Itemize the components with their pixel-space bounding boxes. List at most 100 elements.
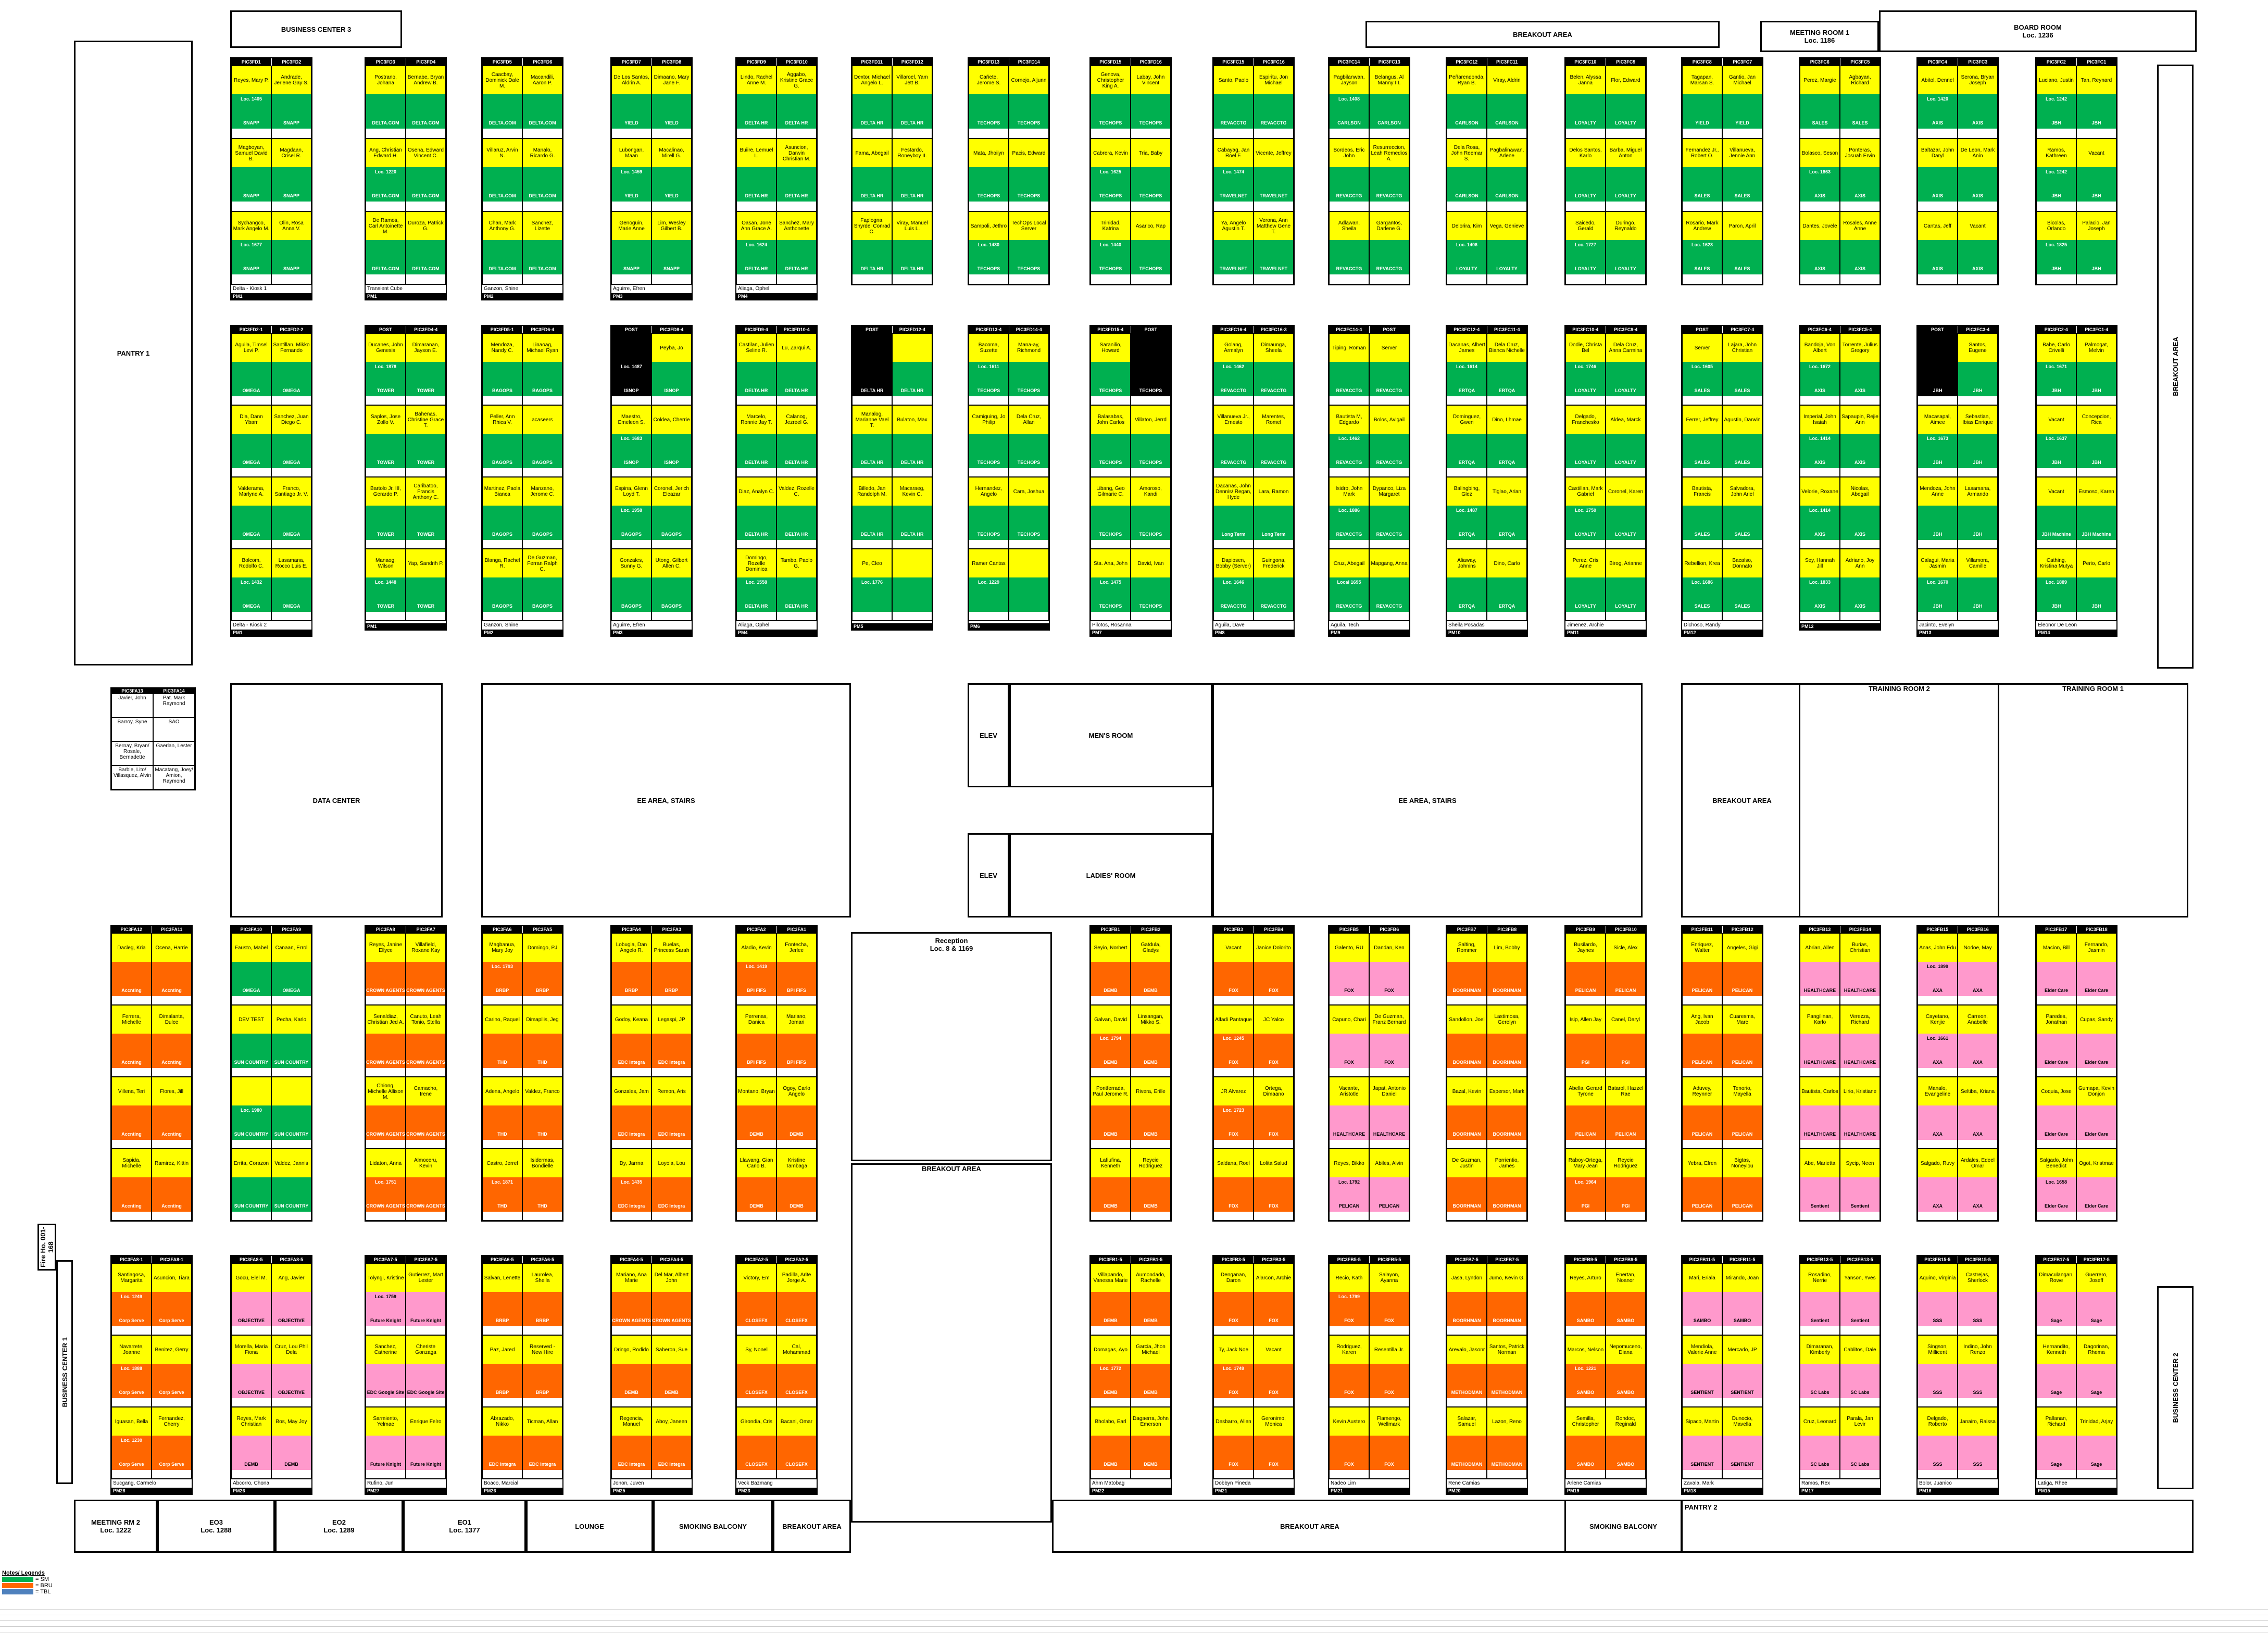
desk-cell[interactable]: Manzano, Jerome C. BAGOPS xyxy=(522,477,562,549)
desk-cell[interactable]: Saberon, Sue DEMB xyxy=(651,1335,692,1407)
desk-cell[interactable]: Tiping, Roman REVACCTG xyxy=(1329,333,1369,405)
desk-cell[interactable]: Server REVACCTG xyxy=(1369,333,1409,405)
desk-cell[interactable]: Morella, Maria Fiona OBJECTIVE xyxy=(231,1335,271,1407)
desk-cell[interactable]: Reserved - New Hire BRBP xyxy=(522,1335,562,1407)
desk-cell[interactable]: Gargantos, Darlene G. REVACCTG xyxy=(1369,211,1409,284)
desk-cell[interactable]: Agustin, Darwin SALES xyxy=(1722,405,1762,477)
desk-cell[interactable]: JBH xyxy=(1918,333,1958,405)
desk-cell[interactable]: Vacant Loc. 1637 JBH xyxy=(2036,405,2076,477)
desk-cell[interactable]: Amoroso, Kandi TECHOPS xyxy=(1131,477,1171,549)
desk-cell[interactable]: Perez, Margie SALES xyxy=(1800,66,1840,139)
desk-cell[interactable]: TechOps Local Server TECHOPS xyxy=(1009,211,1049,284)
desk-cell[interactable]: Yap, Sandrih P. TOWER xyxy=(406,549,446,621)
desk-cell[interactable]: Adlawan, Sheila REVACCTG xyxy=(1329,211,1369,284)
desk-cell[interactable]: Fama, Abegail DELTA HR xyxy=(852,139,892,211)
desk-cell[interactable]: Yebra, Efren PELICAN xyxy=(1682,1149,1722,1221)
desk-cell[interactable]: Sicle, Alex PELICAN xyxy=(1606,933,1646,1005)
desk-cell[interactable]: Reyes, Arturo SAMBO xyxy=(1565,1263,1606,1335)
desk-cell[interactable]: Viray, Aldrin CARLSON xyxy=(1487,66,1527,139)
desk-cell[interactable]: Loyola, Lou EDC Integra xyxy=(651,1149,692,1221)
desk-cell[interactable]: Villanueva, Jennie Ann SALES xyxy=(1722,139,1762,211)
desk-cell[interactable]: Dandan, Ken FOX xyxy=(1369,933,1409,1005)
desk-cell[interactable]: Salgado, John Benedict Loc. 1658 Elder Car… xyxy=(2036,1149,2076,1221)
desk-cell[interactable]: Kristine Tambaga DEMB xyxy=(776,1149,817,1221)
desk-cell[interactable]: Guingona, Frederick REVACCTG xyxy=(1254,549,1294,621)
desk-cell[interactable]: Singson, Millicent SSS xyxy=(1918,1335,1958,1407)
desk-cell[interactable]: Arevalo, Jasonr METHODMAN xyxy=(1447,1335,1487,1407)
desk-cell[interactable]: Espiritu, Jon Michael REVACCTG xyxy=(1254,66,1294,139)
desk-cell[interactable]: Guerrero, Joseff Sage xyxy=(2076,1263,2116,1335)
desk-cell[interactable]: Lazon, Reno METHODMAN xyxy=(1487,1407,1527,1479)
desk-cell[interactable]: Sanchez, Catherine EDC Google Site xyxy=(366,1335,406,1407)
desk-cell[interactable]: Cabrera, Kevin Loc. 1625 TECHOPS xyxy=(1091,139,1131,211)
desk-cell[interactable]: Torrente, Julius Gregory AXIS xyxy=(1840,333,1880,405)
desk-cell[interactable]: Valderama, Marlyne A. OMEGA xyxy=(231,477,271,549)
desk-cell[interactable]: Resentilla Jr. FOX xyxy=(1369,1335,1409,1407)
desk-cell[interactable]: Reycie Rodriguez PGI xyxy=(1606,1149,1646,1221)
desk-cell[interactable]: Bordeos, Eric John REVACCTG xyxy=(1329,139,1369,211)
desk-cell[interactable]: Calagui, Maria Jasmin Loc. 1670 JBH xyxy=(1918,549,1958,621)
desk-cell[interactable]: Utong, Gilbert Allen C. BAGOPS xyxy=(651,549,692,621)
desk-cell[interactable]: Verezza, Richard HEALTHCARE xyxy=(1840,1005,1880,1077)
desk-cell[interactable]: Valdez, Franco THD xyxy=(522,1077,562,1149)
desk-cell[interactable]: Delos Santos, Karlo LOYALTY xyxy=(1565,139,1606,211)
desk-cell[interactable]: Ardales, Edeel Omar AXA xyxy=(1958,1149,1998,1221)
desk-cell[interactable]: Enriquez, Walter PELICAN xyxy=(1682,933,1722,1005)
desk-cell[interactable]: Imperial, John Isaiah Loc. 1414 AXIS xyxy=(1800,405,1840,477)
desk-cell[interactable]: Dodie, Christa Bel Loc. 1746 LOYALTY xyxy=(1565,333,1606,405)
desk-cell[interactable]: Cuaresma, Marc PELICAN xyxy=(1722,1005,1762,1077)
desk-cell[interactable]: Burias, Christian HEALTHCARE xyxy=(1840,933,1880,1005)
desk-cell[interactable]: David, Ivan TECHOPS xyxy=(1131,549,1171,621)
desk-cell[interactable]: Bandoja, Von Albert Loc. 1672 AXIS xyxy=(1800,333,1840,405)
desk-cell[interactable]: Paz, Jared BRBP xyxy=(482,1335,522,1407)
desk-cell[interactable]: Calanog, Jezreel G. DELTA HR xyxy=(776,405,817,477)
desk-cell[interactable] xyxy=(1009,549,1049,621)
desk-cell[interactable]: Cablitos, Dale SC Labs xyxy=(1840,1335,1880,1407)
desk-cell[interactable]: Cara, Joshua TECHOPS xyxy=(1009,477,1049,549)
desk-cell[interactable]: Billedo, Jan Randolph M. DELTA HR xyxy=(852,477,892,549)
desk-cell[interactable]: Bicolas, Orlando Loc. 1825 JBH xyxy=(2036,211,2076,284)
desk-cell[interactable]: Aliaway, Johnins ERTQA xyxy=(1447,549,1487,621)
desk-cell[interactable]: Asuncion, Darwin Christian M. DELTA HR xyxy=(776,139,817,211)
desk-cell[interactable]: Navarrete, Joanne Loc. 1888 Corp Serve xyxy=(111,1335,152,1407)
desk-cell[interactable]: Libang, Geo Gilmarie C. TECHOPS xyxy=(1091,477,1131,549)
desk-cell[interactable]: Indino, John Renzo SSS xyxy=(1958,1335,1998,1407)
desk-cell[interactable]: Rebellion, Krea Loc. 1686 SALES xyxy=(1682,549,1722,621)
desk-cell[interactable]: Sycip, Neen Sentient xyxy=(1840,1149,1880,1221)
desk-cell[interactable]: Isidro, John Mark Loc. 1886 REVACCTG xyxy=(1329,477,1369,549)
desk-cell[interactable]: Cathing, Kristina Mutya Loc. 1889 JBH xyxy=(2036,549,2076,621)
desk-cell[interactable]: Ponteras, Josuah Ervin AXIS xyxy=(1840,139,1880,211)
desk-cell[interactable]: Salazar, Samuel METHODMAN xyxy=(1447,1407,1487,1479)
desk-cell[interactable]: Mendoza, John Anne JBH xyxy=(1918,477,1958,549)
desk-cell[interactable]: Salvadora, John Ariel SALES xyxy=(1722,477,1762,549)
desk-cell[interactable]: Ticman, Allan EDC Integra xyxy=(522,1407,562,1479)
desk-cell[interactable]: Sarmiento, Yelmae Future Knight xyxy=(366,1407,406,1479)
desk-cell[interactable]: Magboyan, Samuel David B. SNAPP xyxy=(231,139,271,211)
desk-cell[interactable]: Janairo, Raissa SSS xyxy=(1958,1407,1998,1479)
desk-cell[interactable]: Tambo, Paolo G. DELTA HR xyxy=(776,549,817,621)
desk-cell[interactable]: Santos, Eugene JBH xyxy=(1958,333,1998,405)
desk-cell[interactable]: Saldana, Roel FOX xyxy=(1213,1149,1254,1221)
desk-cell[interactable]: Oasan, Jone Ann Grace A. Loc. 1624 DELTA H… xyxy=(736,211,776,284)
desk-cell[interactable]: Espersor, Mark BOORHMAN xyxy=(1487,1077,1527,1149)
desk-cell[interactable]: Villamora, Camille JBH xyxy=(1958,549,1998,621)
desk-cell[interactable]: Flor, Edward LOYALTY xyxy=(1606,66,1646,139)
desk-cell[interactable]: Canaan, Errol OMEGA xyxy=(271,933,311,1005)
desk-cell[interactable]: Lafiufina, Kenneth DEMB xyxy=(1091,1149,1131,1221)
desk-cell[interactable]: Nicolas, Abegail AXIS xyxy=(1840,477,1880,549)
desk-cell[interactable]: Camacho, Irene CROWN AGENTS xyxy=(406,1077,446,1149)
desk-cell[interactable]: Llawang, Gian Carlo B. DEMB xyxy=(736,1149,776,1221)
desk-cell[interactable]: Hernandito, Kenneth Sage xyxy=(2036,1335,2076,1407)
desk-cell[interactable]: Birog, Arianne LOYALTY xyxy=(1606,549,1646,621)
desk-cell[interactable]: Isidermas, Bondielle THD xyxy=(522,1149,562,1221)
desk-cell[interactable]: Trinidad, Katrina Loc. 1440 TECHOPS xyxy=(1091,211,1131,284)
desk-cell[interactable]: Genoguin, Marie Anne SNAPP xyxy=(611,211,651,284)
desk-cell[interactable]: Ramirez, Kittin Accnting xyxy=(152,1149,192,1221)
desk-cell[interactable]: Sapida, Michelle Accnting xyxy=(111,1149,152,1221)
desk-cell[interactable]: Salayon, Ayanna FOX xyxy=(1369,1263,1409,1335)
desk-cell[interactable]: Bahenas, Christine Grace T. TOWER xyxy=(406,405,446,477)
desk-cell[interactable]: Magdaan, Crisel R. SNAPP xyxy=(271,139,311,211)
desk-cell[interactable] xyxy=(892,549,932,621)
desk-cell[interactable]: Santo, Paolo REVACCTG xyxy=(1213,66,1254,139)
desk-cell[interactable]: Canel, Daryl PGI xyxy=(1606,1005,1646,1077)
